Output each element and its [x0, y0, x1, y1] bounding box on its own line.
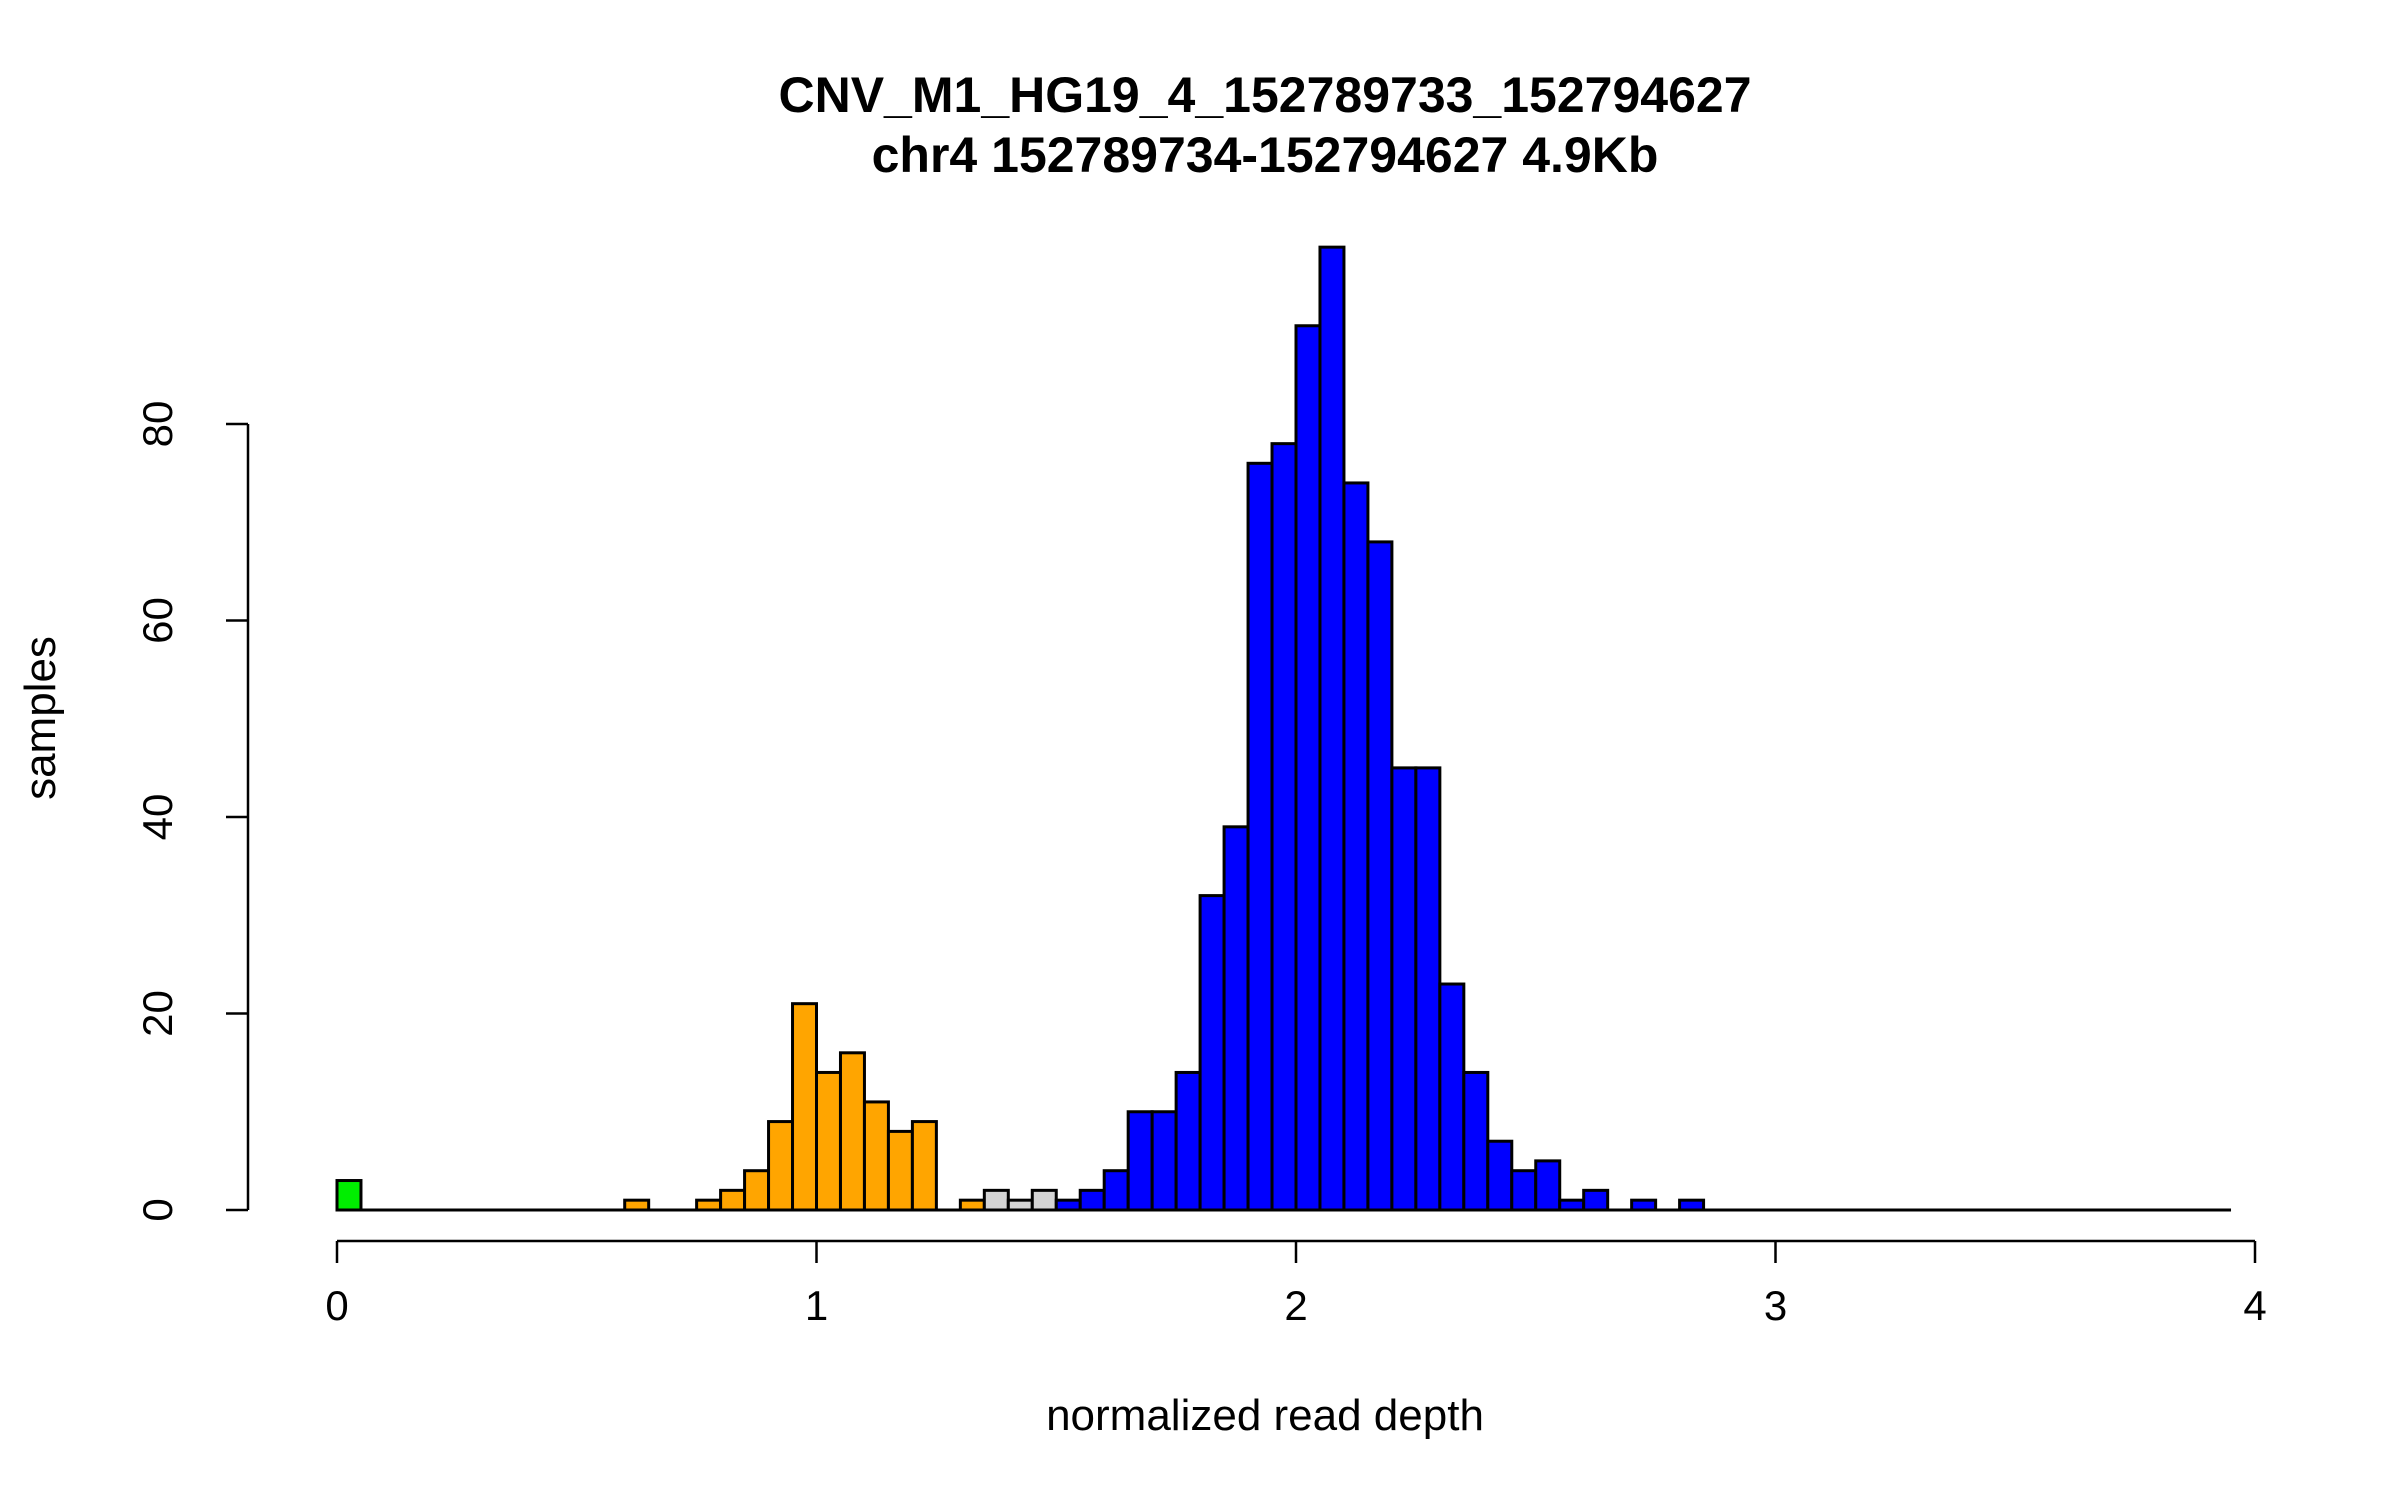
- x-axis-label: normalized read depth: [1046, 1391, 1484, 1440]
- y-tick-label: 80: [134, 401, 181, 448]
- histogram-bar: [1582, 1188, 1610, 1212]
- histogram-bar: [886, 1129, 914, 1212]
- histogram-bar: [1390, 766, 1418, 1212]
- histogram-bar: [982, 1188, 1010, 1212]
- histogram-bar: [1246, 461, 1274, 1212]
- y-tick-label: 0: [134, 1198, 181, 1221]
- histogram-bar: [1414, 766, 1442, 1212]
- histogram-bar: [335, 1179, 363, 1212]
- histogram-bar: [1318, 245, 1346, 1212]
- histogram-bar: [1534, 1159, 1562, 1212]
- y-tick-label: 40: [134, 794, 181, 841]
- histogram-bar: [1078, 1188, 1106, 1212]
- histogram-bar: [862, 1100, 890, 1212]
- histogram-bar: [1174, 1070, 1202, 1212]
- y-axis-label: samples: [16, 636, 65, 800]
- x-axis: 0 1 2 3 4: [325, 1239, 2267, 1329]
- histogram-bar: [791, 1002, 819, 1212]
- histogram-bar: [1366, 540, 1394, 1212]
- y-axis: 0 20 40 60 80: [134, 401, 250, 1222]
- x-tick-label: 3: [1764, 1282, 1787, 1329]
- histogram-bars: [335, 245, 2232, 1212]
- histogram-bar: [1510, 1169, 1538, 1212]
- histogram-bar: [743, 1169, 771, 1212]
- chart-subtitle: chr4 152789734-152794627 4.9Kb: [872, 127, 1659, 183]
- histogram-bar: [1294, 324, 1322, 1212]
- histogram-bar: [767, 1120, 795, 1212]
- x-tick-label: 1: [805, 1282, 828, 1329]
- x-tick-label: 4: [2243, 1282, 2266, 1329]
- histogram-bar: [815, 1070, 842, 1212]
- histogram-bar: [1462, 1070, 1490, 1212]
- y-tick-label: 60: [134, 597, 181, 644]
- histogram-bar: [719, 1188, 747, 1212]
- histogram-bar: [1030, 1188, 1058, 1212]
- histogram-bar: [1222, 825, 1250, 1212]
- histogram-bar: [1438, 982, 1466, 1212]
- y-tick-label: 20: [134, 990, 181, 1037]
- x-tick-label: 2: [1284, 1282, 1307, 1329]
- chart-title: CNV_M1_HG19_4_152789733_152794627: [778, 67, 1751, 123]
- histogram-bar: [1150, 1110, 1178, 1212]
- histogram-bar: [1486, 1139, 1514, 1212]
- histogram-bar: [1198, 894, 1226, 1212]
- histogram-bar: [1126, 1110, 1154, 1212]
- histogram-bar: [910, 1120, 938, 1212]
- histogram-bar: [838, 1051, 866, 1212]
- histogram-bar: [1102, 1169, 1130, 1212]
- histogram-bar: [1270, 442, 1298, 1212]
- x-tick-label: 0: [325, 1282, 348, 1329]
- histogram-bar: [1342, 481, 1370, 1212]
